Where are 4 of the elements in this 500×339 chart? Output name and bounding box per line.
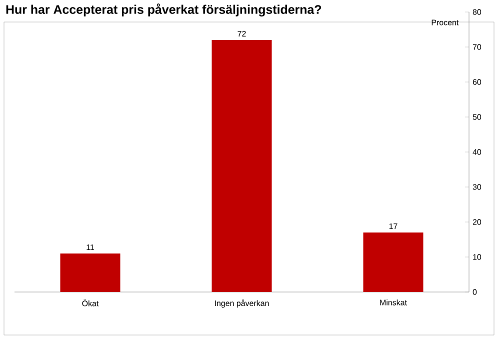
chart-title: Hur har Accepterat pris påverkat försäljningstiderna?: [6, 4, 322, 16]
bar: [212, 40, 272, 292]
bar: [363, 232, 424, 292]
bar: [60, 254, 120, 292]
